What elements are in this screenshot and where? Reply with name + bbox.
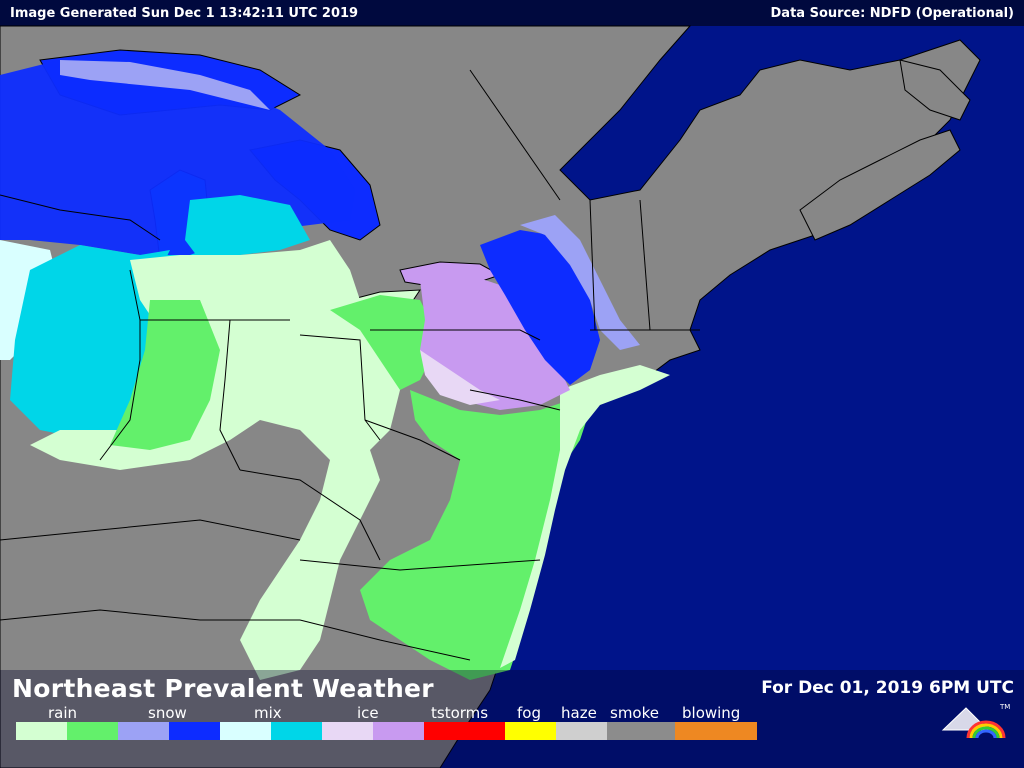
legend-swatch-blowing (675, 722, 757, 740)
nova-scotia (799, 129, 961, 241)
legend-swatch-ice-heavy (373, 722, 424, 740)
footer-bar (0, 670, 1024, 768)
mix-region-cyan (10, 245, 170, 440)
map-title: Northeast Prevalent Weather (12, 674, 434, 703)
coast-rain-band (500, 365, 670, 668)
generated-timestamp: Image Generated Sun Dec 1 13:42:11 UTC 2… (10, 6, 359, 21)
legend-label-blowing: blowing (682, 704, 741, 722)
valid-time: For Dec 01, 2019 6PM UTC (761, 678, 1014, 698)
logo-rainbow (966, 720, 1006, 739)
data-source: Data Source: NDFD (Operational) (770, 6, 1014, 21)
legend-swatch-snow-light (118, 722, 169, 740)
rain-region-penn (330, 295, 440, 390)
legend-label-haze: haze (561, 704, 597, 722)
legend-label-tstorms: tstorms (431, 704, 489, 722)
legend-swatch-rain-light (16, 722, 67, 740)
legend-swatch-tstorms (424, 722, 505, 740)
rain-region-green (110, 300, 220, 450)
ice-region-light (420, 350, 500, 405)
header-bar (0, 0, 1024, 26)
legend-swatch-ice-light (322, 722, 373, 740)
legend-label-rain: rain (48, 704, 78, 722)
logo-tm: TM (999, 703, 1010, 711)
legend-label-mix: mix (254, 704, 282, 722)
snow-region-ny (480, 230, 600, 385)
nws-logo: TM (941, 703, 1010, 739)
legend-swatch-haze (556, 722, 607, 740)
legend-label-fog: fog (517, 704, 541, 722)
legend-swatch-mix-heavy (271, 722, 322, 740)
legend-label-ice: ice (357, 704, 379, 722)
legend-swatch-snow-heavy (169, 722, 220, 740)
state-borders (0, 69, 700, 661)
newfoundland-area (899, 59, 971, 121)
legend-swatch-mix-light (220, 722, 271, 740)
legend-swatch-smoke (607, 722, 675, 740)
legend-label-smoke: smoke (610, 704, 659, 722)
rain-region-lightgreen (30, 240, 430, 680)
snow-region-ny-light (520, 215, 640, 350)
snow-region-light-north (60, 60, 270, 110)
mix-region-michigan (185, 195, 310, 260)
legend-swatch-fog (505, 722, 556, 740)
rain-region-mid-atlantic (360, 390, 590, 680)
legend-label-snow: snow (148, 704, 187, 722)
legend-swatch-rain-heavy (67, 722, 118, 740)
